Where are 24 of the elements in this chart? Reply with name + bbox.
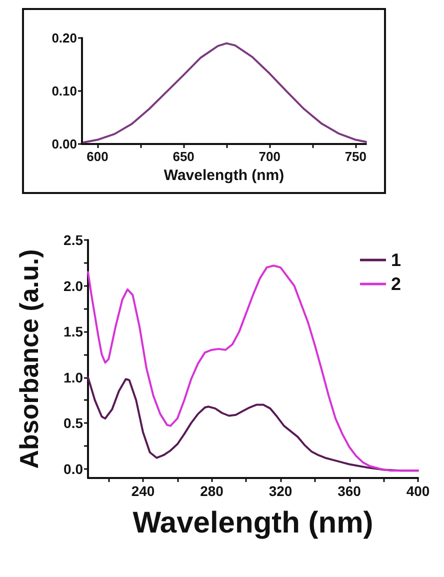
- x-tick-label: 750: [344, 149, 367, 164]
- x-tick-label: 320: [268, 483, 292, 499]
- x-tick-label: 280: [200, 483, 224, 499]
- y-tick-label: 0.20: [52, 30, 77, 46]
- x-tick-label: 600: [86, 149, 108, 164]
- x-axis-title: Wavelength (nm): [132, 506, 374, 540]
- x-tick-label: 700: [258, 149, 280, 164]
- legend-label: 1: [390, 250, 402, 270]
- line-series: [87, 264, 419, 472]
- x-tick-label: 400: [406, 483, 430, 499]
- y-tick-label: 0.10: [52, 84, 77, 98]
- y-tick-label: 0.0: [64, 460, 84, 477]
- y-tick-label: 2.5: [64, 232, 84, 248]
- x-tick-label: 650: [172, 149, 194, 164]
- x-tick-label: 240: [131, 483, 155, 499]
- legend-label: 2: [390, 274, 402, 294]
- y-tick-label: 0.5: [64, 415, 84, 432]
- y-tick-label: 0.00: [52, 136, 77, 152]
- x-axis-title: Wavelength (nm): [164, 166, 284, 184]
- y-tick-label: 1.5: [64, 324, 84, 340]
- x-tick-label: 360: [338, 483, 362, 499]
- y-tick-label: 2.0: [64, 278, 84, 294]
- y-axis-title: Absorbance (a.u.): [14, 249, 44, 469]
- y-tick-label: 1.0: [64, 369, 84, 386]
